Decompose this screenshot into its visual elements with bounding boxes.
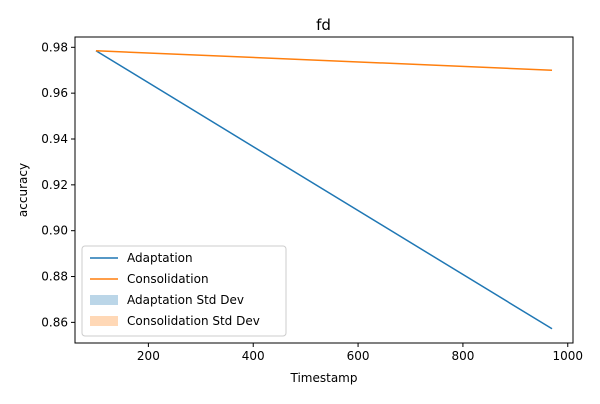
legend: Adaptation Consolidation Adaptation Std De… <box>81 245 287 337</box>
legend-label-consolidation: Consolidation <box>127 272 209 286</box>
x-tick-label: 800 <box>451 349 474 363</box>
legend-label-band-1: Adaptation Std Dev <box>127 293 244 307</box>
legend-label-band-2: Consolidation Std Dev <box>127 314 260 328</box>
y-tick-label: 0.86 <box>41 315 68 329</box>
series-line-adaptation <box>95 50 553 330</box>
legend-swatch-band-2 <box>90 316 118 326</box>
x-tick-label: 200 <box>137 349 160 363</box>
y-tick-label: 0.90 <box>41 224 68 238</box>
y-tick-label: 0.98 <box>41 40 68 54</box>
series-lines <box>95 50 553 330</box>
plot-frame <box>74 36 574 344</box>
legend-box <box>81 245 287 337</box>
y-tick-label: 0.94 <box>41 132 68 146</box>
x-axis-label: Timestamp <box>290 371 358 385</box>
x-tick-label: 1000 <box>552 349 583 363</box>
x-tick-label: 400 <box>242 349 265 363</box>
chart-title: fd <box>316 16 331 34</box>
y-tick-label: 0.96 <box>41 86 68 100</box>
x-tick-label: 600 <box>347 349 370 363</box>
y-tick-label: 0.92 <box>41 178 68 192</box>
legend-label-adaptation: Adaptation <box>127 251 193 265</box>
axis-ticks: 200 400 600 800 1000 0.86 0.88 0.90 0.92 0.94 0.96… <box>41 40 583 363</box>
legend-items: Adaptation Consolidation Adaptation Std De… <box>90 251 260 328</box>
legend-swatch-band-1 <box>90 295 118 305</box>
y-axis-label: accuracy <box>16 163 30 217</box>
y-tick-label: 0.88 <box>41 270 68 284</box>
series-line-consolidation <box>95 50 553 71</box>
